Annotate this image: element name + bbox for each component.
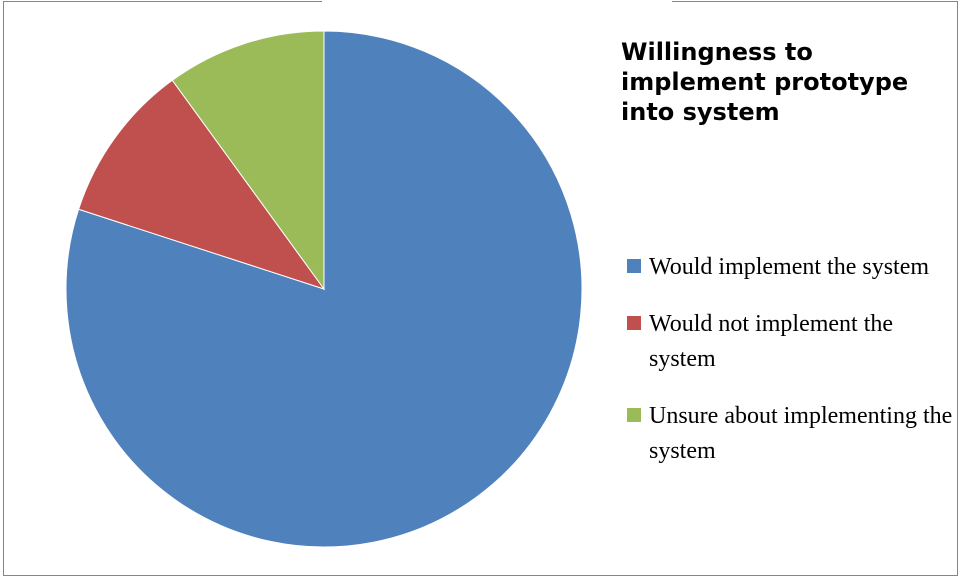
legend-swatch-implement — [627, 259, 641, 273]
pie-slice-not-implement — [77, 79, 326, 290]
legend-swatch-unsure — [627, 408, 641, 422]
pie-slice-unsure — [171, 30, 325, 291]
legend-item-not-implement: Would not implement the system — [627, 307, 957, 377]
pie-slice-implement — [65, 30, 583, 548]
legend-swatch-not-implement — [627, 316, 641, 330]
chart-title: Willingness to implement prototype into … — [621, 38, 909, 126]
legend-item-implement: Would implement the system — [627, 250, 957, 285]
chart-area: Willingness to implement prototype into … — [3, 1, 958, 576]
legend-label-not-implement: Would not implement the system — [649, 311, 894, 372]
pie-chart — [65, 30, 583, 548]
legend-item-unsure: Unsure about implementing the system — [627, 399, 957, 469]
legend-label-implement: Would implement the system — [649, 254, 930, 280]
frame-top-gap — [322, 1, 672, 3]
legend-label-unsure: Unsure about implementing the system — [649, 403, 953, 464]
legend: Would implement the system Would not imp… — [627, 250, 957, 491]
